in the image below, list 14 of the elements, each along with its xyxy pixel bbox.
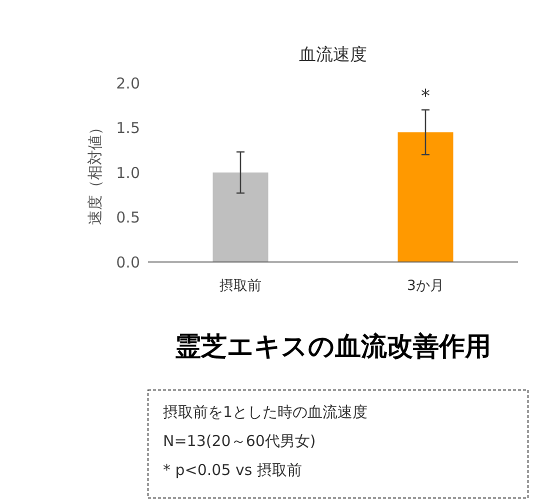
x-tick-label: 摂取前 (220, 278, 262, 294)
text: 摂取前を1とした時の血流速度 (163, 403, 368, 421)
y-tick-label: 0.0 (116, 253, 140, 272)
x-tick-label: 3か月 (407, 278, 444, 294)
text: 霊芝エキスの血流改善作用 (175, 332, 491, 362)
y-axis-title: 速度（相対値） (86, 120, 104, 225)
y-tick-label: 0.5 (116, 208, 140, 226)
y-tick-label: 2.0 (116, 74, 140, 92)
text: * p<0.05 vs 摂取前 (163, 461, 302, 479)
chart-title: 血流速度 (299, 45, 367, 65)
annotation: * (421, 86, 430, 107)
y-tick-label: 1.0 (116, 164, 140, 182)
y-tick-label: 1.5 (116, 119, 140, 137)
text: N=13(20～60代男女) (163, 432, 316, 450)
